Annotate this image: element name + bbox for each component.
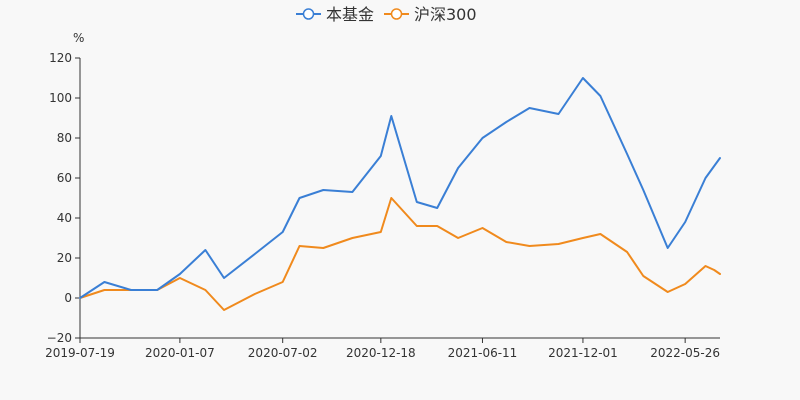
legend-item[interactable]: 沪深300: [384, 5, 477, 24]
x-tick-label: 2021-06-11: [448, 346, 518, 360]
x-tick-label: 2020-01-07: [145, 346, 215, 360]
y-tick-label: −20: [47, 331, 72, 345]
y-tick-label: 120: [49, 51, 72, 65]
legend-marker-icon: [302, 8, 315, 20]
y-tick-label: 60: [57, 171, 72, 185]
legend-marker-icon: [390, 8, 403, 20]
x-tick-label: 2020-12-18: [346, 346, 416, 360]
y-axis-unit-label: %: [73, 31, 84, 45]
y-tick-label: 100: [49, 91, 72, 105]
series-layer: [79, 77, 721, 311]
series-line: [79, 77, 721, 299]
legend-label: 本基金: [326, 5, 374, 24]
legend-label: 沪深300: [414, 5, 477, 24]
x-tick-label: 2022-05-26: [650, 346, 720, 360]
series-line: [79, 197, 721, 311]
y-tick-label: 0: [64, 291, 72, 305]
y-tick-label: 20: [57, 251, 72, 265]
legend[interactable]: 本基金 沪深300: [296, 5, 477, 24]
y-tick-label: 40: [57, 211, 72, 225]
y-tick-label: 80: [57, 131, 72, 145]
x-axis: 2019-07-19 2020-01-07 2020-07-02 2020-12-18…: [45, 337, 720, 360]
legend-item[interactable]: 本基金: [296, 5, 374, 24]
y-axis: −20 0 20 40 60 80 100 120: [47, 51, 81, 345]
x-tick-label: 2021-12-01: [548, 346, 618, 360]
x-tick-label: 2020-07-02: [248, 346, 318, 360]
x-tick-label: 2019-07-19: [45, 346, 115, 360]
